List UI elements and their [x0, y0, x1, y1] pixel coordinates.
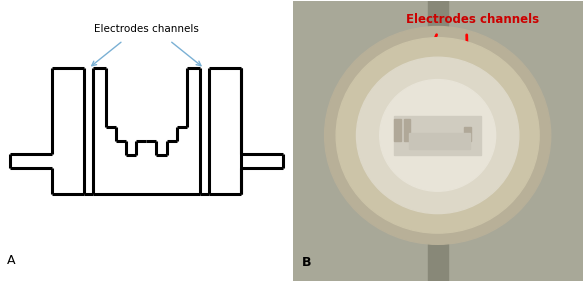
Text: B: B — [301, 256, 311, 269]
Bar — [427, 211, 448, 281]
Text: A: A — [7, 254, 16, 267]
Bar — [404, 119, 410, 141]
Circle shape — [336, 38, 539, 233]
Bar — [394, 116, 481, 155]
Bar — [427, 0, 448, 49]
Text: Electrodes channels: Electrodes channels — [94, 24, 199, 34]
Circle shape — [356, 57, 519, 213]
Circle shape — [380, 80, 496, 191]
Bar — [394, 119, 401, 141]
Text: Electrodes channels: Electrodes channels — [406, 13, 539, 26]
Bar — [409, 133, 470, 149]
Bar — [464, 127, 471, 141]
Circle shape — [325, 27, 551, 244]
